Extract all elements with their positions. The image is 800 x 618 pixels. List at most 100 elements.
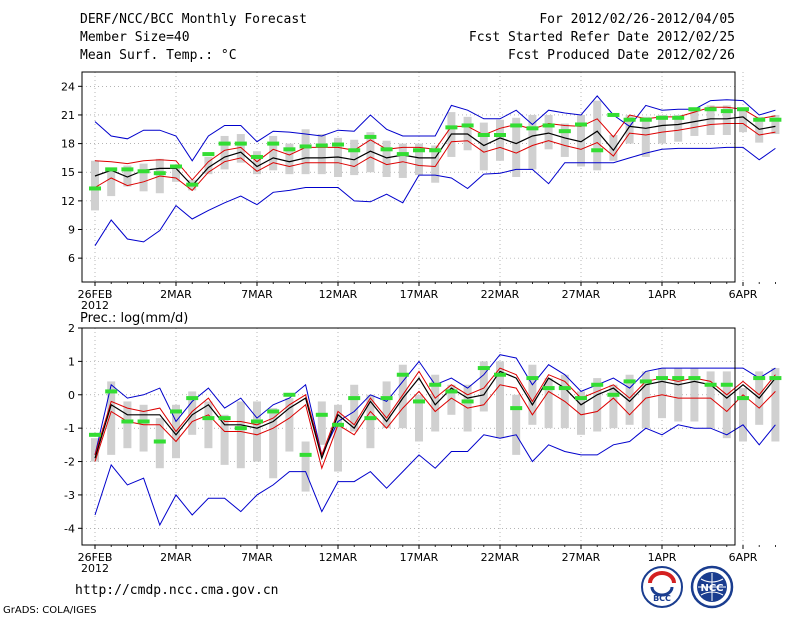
- spread-box: [544, 378, 553, 429]
- spread-box: [204, 156, 213, 175]
- observed-marker: [186, 182, 199, 187]
- spread-box: [334, 404, 342, 472]
- spread-box: [253, 401, 261, 462]
- observed-marker: [688, 376, 701, 381]
- x-tick-label: 27MAR: [562, 551, 601, 564]
- observed-marker: [510, 406, 523, 411]
- observed-marker: [494, 133, 506, 137]
- observed-marker: [704, 107, 717, 112]
- observed-marker: [396, 372, 409, 377]
- observed-marker: [720, 382, 733, 387]
- spread-box: [350, 139, 359, 176]
- spread-box: [398, 364, 407, 429]
- min-line: [94, 146, 776, 246]
- observed-marker: [186, 396, 199, 401]
- observed-marker: [526, 126, 539, 131]
- year-label: 2012: [81, 299, 109, 312]
- spread-box: [431, 374, 440, 432]
- spread-box: [771, 368, 780, 442]
- spread-box: [139, 163, 148, 192]
- x-tick-label: 1APR: [648, 551, 677, 564]
- spread-box: [674, 114, 683, 142]
- lower-spread-line: [94, 384, 776, 470]
- observed-marker: [591, 148, 604, 153]
- spread-box: [269, 408, 278, 479]
- spread-box: [512, 394, 521, 455]
- spread-box: [317, 401, 326, 445]
- spread-box: [123, 165, 132, 187]
- spread-box: [690, 368, 699, 422]
- observed-marker: [542, 386, 555, 391]
- observed-marker: [542, 123, 555, 128]
- observed-marker: [672, 115, 685, 120]
- spread-box: [625, 114, 634, 144]
- observed-marker: [753, 376, 766, 381]
- y-tick-label: -1: [64, 422, 75, 435]
- spread-box: [253, 151, 261, 175]
- x-tick-label: 26FEB: [78, 288, 113, 301]
- observed-marker: [575, 396, 587, 401]
- x-tick-label: 12MAR: [319, 288, 358, 301]
- spread-box: [107, 381, 116, 455]
- lower-spread-line: [94, 123, 776, 192]
- spread-box: [285, 398, 294, 452]
- observed-marker: [137, 419, 150, 424]
- observed-marker: [251, 419, 263, 424]
- x-tick-label: 7MAR: [241, 288, 273, 301]
- observed-marker: [688, 107, 701, 112]
- observed-marker: [218, 141, 231, 146]
- forecast-range-label: For 2012/02/26-2012/04/05: [539, 12, 735, 27]
- spread-box: [301, 441, 310, 492]
- produced-date-label: Fcst Produced Date 2012/02/26: [508, 48, 735, 63]
- x-tick-label: 2MAR: [160, 288, 192, 301]
- spread-box: [706, 371, 715, 429]
- observed-marker: [607, 112, 620, 117]
- spread-box: [91, 160, 99, 211]
- max-line: [94, 95, 776, 162]
- x-tick-label: 22MAR: [481, 288, 520, 301]
- chart-title: DERF/NCC/BCC Monthly Forecast: [80, 12, 307, 27]
- y-tick-label: 24: [61, 80, 75, 93]
- observed-marker: [380, 147, 393, 152]
- observed-marker: [153, 171, 166, 176]
- observed-marker: [153, 439, 166, 444]
- observed-marker: [445, 389, 458, 394]
- spread-box: [447, 384, 456, 415]
- y-tick-label: -2: [64, 456, 75, 469]
- bcc-logo-text: BCC: [653, 594, 671, 603]
- observed-marker: [364, 134, 377, 139]
- observed-marker: [332, 142, 344, 147]
- observed-marker: [137, 169, 150, 174]
- observed-marker: [89, 432, 101, 437]
- spread-box: [739, 108, 747, 133]
- observed-marker: [234, 426, 247, 431]
- observed-marker: [348, 148, 361, 153]
- observed-marker: [299, 144, 312, 149]
- observed-marker: [769, 376, 782, 381]
- observed-marker: [623, 379, 636, 384]
- x-tick-label: 1APR: [648, 288, 677, 301]
- observed-marker: [656, 376, 668, 381]
- observed-marker: [558, 386, 571, 391]
- spread-box: [739, 388, 747, 442]
- plot-frame: [81, 327, 736, 546]
- observed-marker: [737, 396, 749, 401]
- spread-box: [236, 401, 245, 469]
- x-tick-label: 6APR: [729, 288, 758, 301]
- bcc-logo: BCC: [641, 566, 683, 608]
- spread-box: [236, 134, 245, 163]
- spread-box: [479, 122, 488, 171]
- observed-marker: [105, 389, 118, 394]
- x-tick-label: 7MAR: [241, 551, 273, 564]
- observed-marker: [413, 399, 425, 404]
- temperature-panel: 6 9 12 15 18 21 24 26FEB 2MAR 7MAR 12MAR 17MAR 22MAR…: [61, 71, 782, 312]
- observed-marker: [413, 148, 425, 153]
- spread-box: [269, 135, 278, 171]
- precipitation-panel: -4 -3 -2 -1 0 1 2 26FEB 2MAR 7MAR 12MAR 17MAR 22MAR 2…: [64, 311, 782, 575]
- min-line: [94, 424, 776, 527]
- grads-credit: GrADS: COLA/IGES: [3, 605, 97, 616]
- spread-box: [722, 371, 731, 439]
- observed-marker: [558, 129, 571, 134]
- source-url[interactable]: http://cmdp.ncc.cma.gov.cn: [75, 583, 279, 598]
- y-tick-label: 1: [68, 355, 75, 368]
